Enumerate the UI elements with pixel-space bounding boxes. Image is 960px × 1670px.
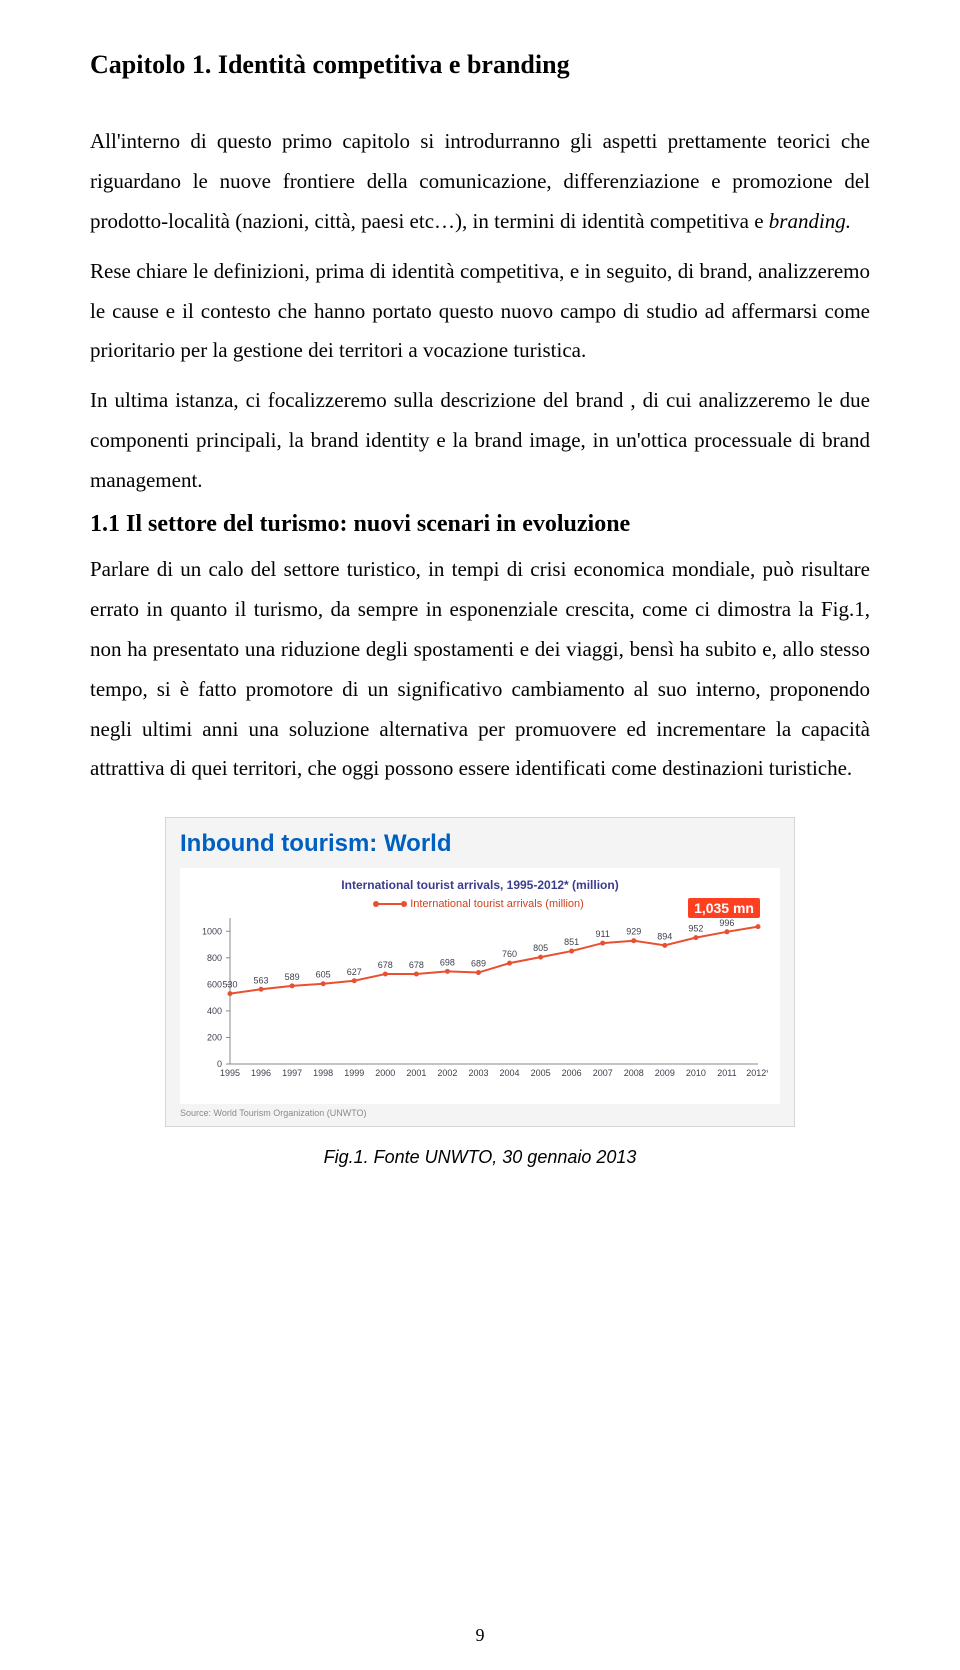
- chart-svg: 0200400600800100019951996199719981999200…: [192, 914, 768, 1084]
- legend-label: International tourist arrivals (million): [410, 898, 584, 910]
- svg-text:929: 929: [626, 927, 641, 937]
- page-number: 9: [0, 1625, 960, 1646]
- svg-text:894: 894: [657, 932, 672, 942]
- svg-text:760: 760: [502, 949, 517, 959]
- chart-main-title: Inbound tourism: World: [180, 830, 780, 858]
- chart-source: Source: World Tourism Organization (UNWT…: [180, 1108, 780, 1118]
- svg-text:805: 805: [533, 944, 548, 954]
- chart-legend: International tourist arrivals (million): [192, 898, 768, 910]
- svg-text:2006: 2006: [562, 1068, 582, 1078]
- section-paragraph-1: Parlare di un calo del settore turistico…: [90, 550, 870, 789]
- svg-text:689: 689: [471, 959, 486, 969]
- svg-text:698: 698: [440, 958, 455, 968]
- svg-text:627: 627: [347, 967, 362, 977]
- svg-text:600: 600: [207, 980, 222, 990]
- svg-text:1995: 1995: [220, 1068, 240, 1078]
- para1-text-a: All'interno di questo primo capitolo si …: [90, 129, 870, 233]
- chart-inner: International tourist arrivals, 1995-201…: [180, 868, 780, 1104]
- svg-text:2003: 2003: [468, 1068, 488, 1078]
- para1-text-b-italic: branding.: [769, 209, 851, 233]
- section-title: 1.1 Il settore del turismo: nuovi scenar…: [90, 511, 870, 538]
- svg-text:2000: 2000: [375, 1068, 395, 1078]
- svg-text:605: 605: [316, 970, 331, 980]
- intro-paragraph-1: All'interno di questo primo capitolo si …: [90, 122, 870, 242]
- chapter-title: Capitolo 1. Identità competitiva e brand…: [90, 50, 870, 80]
- svg-text:2008: 2008: [624, 1068, 644, 1078]
- svg-text:2012*: 2012*: [746, 1068, 768, 1078]
- svg-text:2005: 2005: [531, 1068, 551, 1078]
- svg-text:678: 678: [409, 960, 424, 970]
- svg-text:2004: 2004: [500, 1068, 520, 1078]
- chart-card: Inbound tourism: World International tou…: [165, 817, 795, 1127]
- svg-text:1999: 1999: [344, 1068, 364, 1078]
- intro-paragraph-3: In ultima istanza, ci focalizzeremo sull…: [90, 381, 870, 501]
- chart-figure: Inbound tourism: World International tou…: [165, 817, 795, 1168]
- chart-plot: 1,035 mn International tourist arrivals …: [192, 898, 768, 1098]
- intro-paragraph-2: Rese chiare le definizioni, prima di ide…: [90, 252, 870, 372]
- svg-text:530: 530: [222, 980, 237, 990]
- chart-callout: 1,035 mn: [688, 898, 760, 918]
- svg-text:678: 678: [378, 960, 393, 970]
- svg-text:200: 200: [207, 1033, 222, 1043]
- svg-text:851: 851: [564, 937, 579, 947]
- svg-text:1000: 1000: [202, 927, 222, 937]
- svg-text:2001: 2001: [406, 1068, 426, 1078]
- figure-caption: Fig.1. Fonte UNWTO, 30 gennaio 2013: [165, 1147, 795, 1168]
- svg-text:1997: 1997: [282, 1068, 302, 1078]
- svg-text:2009: 2009: [655, 1068, 675, 1078]
- svg-text:1996: 1996: [251, 1068, 271, 1078]
- svg-text:2011: 2011: [717, 1068, 736, 1078]
- svg-text:2002: 2002: [437, 1068, 457, 1078]
- svg-text:2007: 2007: [593, 1068, 613, 1078]
- chart-subtitle: International tourist arrivals, 1995-201…: [192, 878, 768, 892]
- svg-text:563: 563: [254, 976, 269, 986]
- svg-text:911: 911: [596, 929, 610, 939]
- legend-line-icon: [376, 903, 404, 905]
- svg-text:952: 952: [688, 924, 703, 934]
- svg-text:996: 996: [719, 918, 734, 928]
- svg-text:400: 400: [207, 1006, 222, 1016]
- svg-text:2010: 2010: [686, 1068, 706, 1078]
- svg-text:589: 589: [285, 972, 300, 982]
- svg-text:800: 800: [207, 953, 222, 963]
- svg-text:1998: 1998: [313, 1068, 333, 1078]
